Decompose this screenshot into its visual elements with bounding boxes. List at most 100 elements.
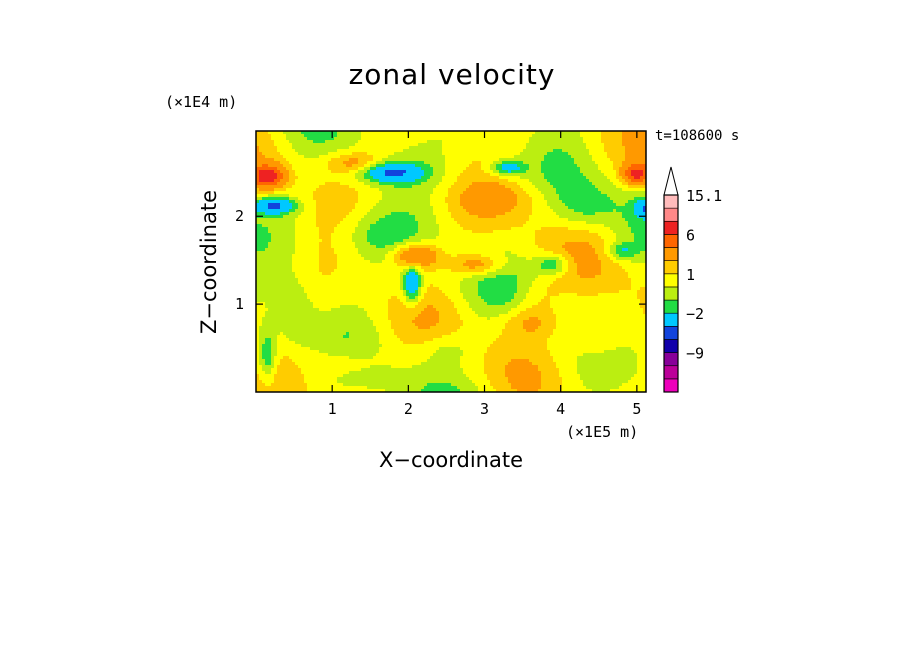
- field-cell: [529, 230, 533, 234]
- field-cell: [640, 140, 644, 144]
- field-cell: [469, 182, 473, 186]
- field-cell: [430, 236, 434, 240]
- field-cell: [328, 185, 332, 189]
- field-cell: [640, 236, 644, 240]
- field-cell: [289, 206, 293, 210]
- field-cell: [406, 164, 410, 168]
- field-cell: [622, 209, 626, 213]
- field-cell: [397, 158, 401, 162]
- field-cell: [580, 131, 584, 135]
- field-cell: [487, 233, 491, 237]
- field-cell: [469, 179, 473, 183]
- field-cell: [259, 236, 263, 240]
- field-cell: [439, 167, 443, 171]
- field-cell: [538, 224, 542, 228]
- field-cell: [433, 194, 437, 198]
- field-cell: [547, 218, 551, 222]
- field-cell: [328, 242, 332, 246]
- field-cell: [412, 218, 416, 222]
- field-cell: [316, 146, 320, 150]
- field-cell: [460, 209, 464, 213]
- field-cell: [547, 167, 551, 171]
- field-cell: [448, 185, 452, 189]
- field-cell: [544, 203, 548, 207]
- field-cell: [547, 170, 551, 174]
- field-cell: [559, 152, 563, 156]
- field-cell: [385, 194, 389, 198]
- field-cell: [289, 230, 293, 234]
- field-cell: [292, 242, 296, 246]
- field-cell: [538, 200, 542, 204]
- field-cell: [616, 218, 620, 222]
- field-cell: [370, 242, 374, 246]
- field-cell: [430, 176, 434, 180]
- field-cell: [493, 155, 497, 159]
- field-cell: [499, 173, 503, 177]
- field-cell: [409, 206, 413, 210]
- field-cell: [265, 137, 269, 141]
- field-cell: [502, 212, 506, 216]
- field-cell: [634, 218, 638, 222]
- field-cell: [286, 233, 290, 237]
- field-cell: [268, 191, 272, 195]
- field-cell: [628, 170, 632, 174]
- field-cell: [412, 233, 416, 237]
- field-cell: [439, 164, 443, 168]
- field-cell: [403, 224, 407, 228]
- field-cell: [445, 224, 449, 228]
- field-cell: [469, 236, 473, 240]
- field-cell: [586, 152, 590, 156]
- field-cell: [421, 161, 425, 165]
- field-cell: [379, 203, 383, 207]
- field-cell: [424, 155, 428, 159]
- field-cell: [592, 218, 596, 222]
- field-cell: [493, 230, 497, 234]
- field-cell: [640, 155, 644, 159]
- field-cell: [538, 212, 542, 216]
- field-cell: [406, 179, 410, 183]
- field-cell: [334, 221, 338, 225]
- field-cell: [298, 188, 302, 192]
- field-cell: [499, 152, 503, 156]
- field-cell: [331, 224, 335, 228]
- field-cell: [604, 167, 608, 171]
- field-cell: [268, 194, 272, 198]
- field-cell: [526, 158, 530, 162]
- field-cell: [265, 152, 269, 156]
- field-cell: [439, 188, 443, 192]
- field-cell: [385, 230, 389, 234]
- field-cell: [607, 179, 611, 183]
- field-cell: [511, 209, 515, 213]
- field-cell: [313, 167, 317, 171]
- field-cell: [376, 209, 380, 213]
- field-cell: [451, 221, 455, 225]
- field-cell: [616, 131, 620, 135]
- field-cell: [415, 164, 419, 168]
- field-cell: [385, 239, 389, 243]
- field-cell: [439, 212, 443, 216]
- field-cell: [571, 164, 575, 168]
- field-cell: [532, 176, 536, 180]
- field-cell: [478, 137, 482, 141]
- field-cell: [412, 197, 416, 201]
- field-cell: [505, 134, 509, 138]
- field-cell: [523, 224, 527, 228]
- field-cell: [520, 215, 524, 219]
- field-cell: [541, 200, 545, 204]
- field-cell: [271, 209, 275, 213]
- field-cell: [562, 143, 566, 147]
- field-cell: [436, 146, 440, 150]
- field-cell: [358, 197, 362, 201]
- field-cell: [625, 224, 629, 228]
- field-cell: [304, 170, 308, 174]
- field-cell: [499, 221, 503, 225]
- field-cell: [595, 164, 599, 168]
- field-cell: [310, 242, 314, 246]
- field-cell: [511, 170, 515, 174]
- field-cell: [457, 200, 461, 204]
- field-cell: [310, 206, 314, 210]
- field-cell: [625, 143, 629, 147]
- field-cell: [352, 179, 356, 183]
- field-cell: [397, 185, 401, 189]
- field-cell: [484, 152, 488, 156]
